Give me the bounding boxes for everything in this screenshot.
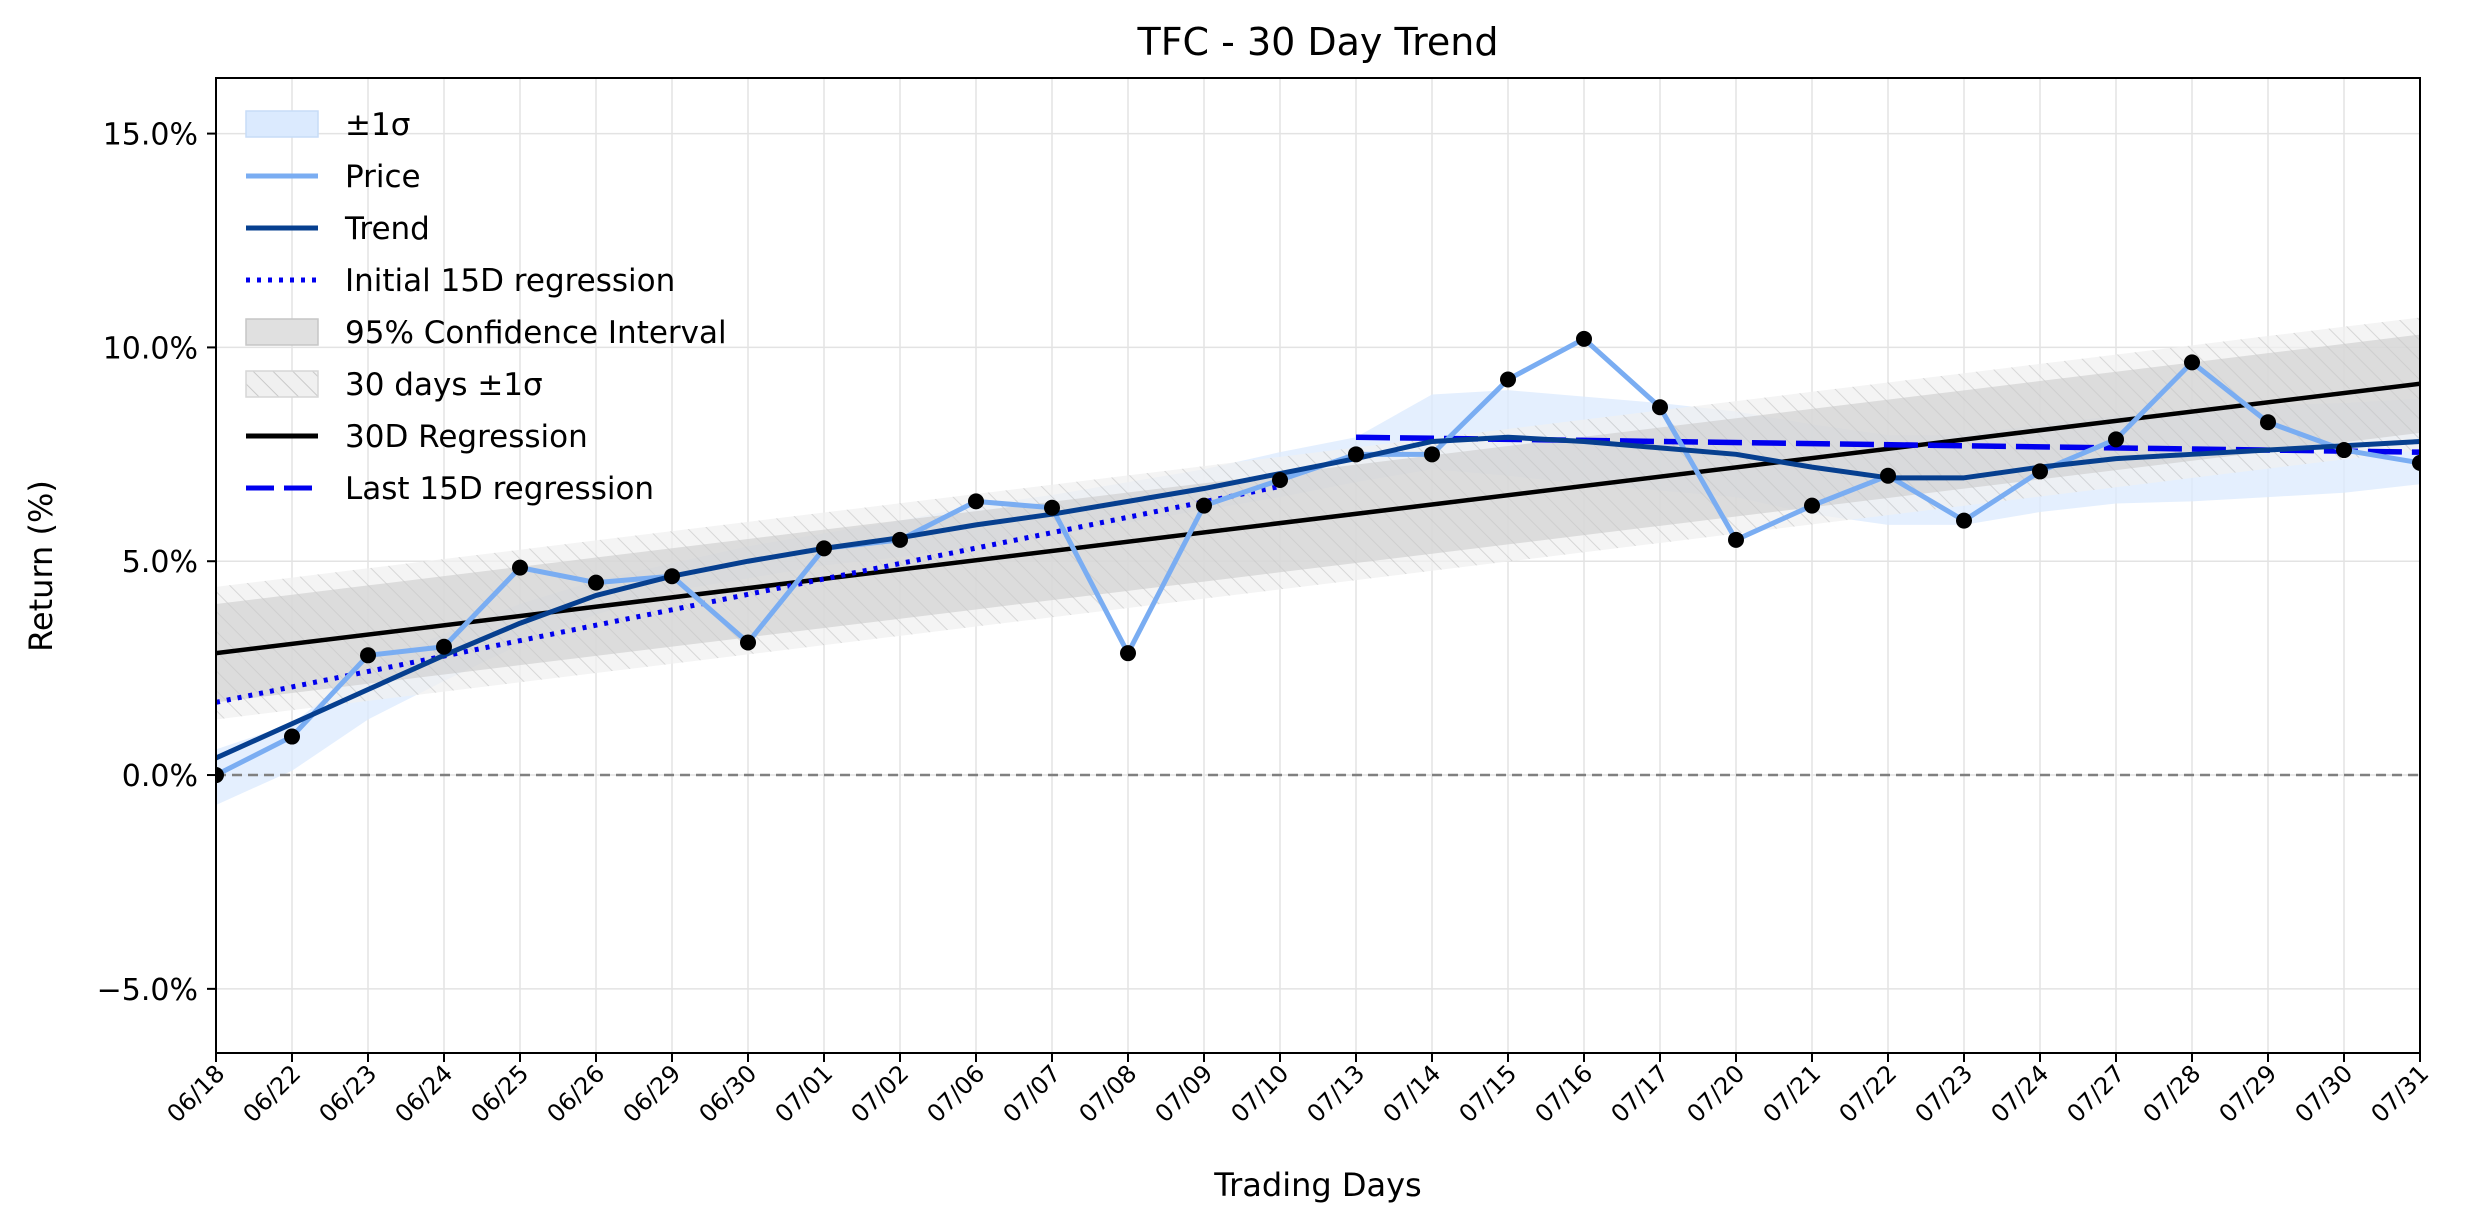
x-tick-label: 07/09 (1150, 1059, 1219, 1128)
chart-legend: ±1σ Price Trend Initial 15D regression 95% C… (245, 107, 727, 507)
price-point (2184, 354, 2200, 371)
regression-30d-line (216, 381, 2420, 656)
chart-title: TFC - 30 Day Trend (1136, 20, 1498, 64)
legend-confidence-swatch (245, 318, 319, 346)
price-point (892, 531, 908, 548)
x-tick-label: 07/24 (1986, 1059, 2055, 1128)
price-point (436, 638, 452, 655)
price-point (816, 540, 832, 557)
legend-label: 30D Regression (345, 419, 588, 455)
x-tick-label: 06/23 (314, 1059, 383, 1128)
x-tick-label: 07/07 (998, 1059, 1067, 1128)
price-point (1196, 497, 1212, 514)
x-tick-label: 07/06 (922, 1059, 991, 1128)
price-point (1424, 446, 1440, 463)
y-tick-label: 0.0% (122, 759, 198, 794)
x-tick-label: 07/27 (2062, 1059, 2131, 1128)
x-tick-label: 07/17 (1606, 1059, 1675, 1128)
y-axis: −5.0% 0.0% 5.0% 10.0% 15.0% (97, 118, 216, 1008)
price-point (216, 767, 224, 784)
x-tick-label: 07/29 (2214, 1059, 2283, 1128)
x-tick-label: 07/13 (1302, 1059, 1371, 1128)
x-tick-label: 07/21 (1758, 1059, 1827, 1128)
price-point (1576, 330, 1592, 347)
legend-label: Initial 15D regression (345, 263, 675, 299)
x-tick-label: 06/30 (694, 1059, 763, 1128)
x-tick-label: 06/26 (542, 1059, 611, 1128)
price-point (512, 559, 528, 576)
price-point (1804, 497, 1820, 514)
y-tick-label: −5.0% (97, 973, 198, 1008)
x-tick-label: 07/15 (1454, 1059, 1523, 1128)
price-point (2412, 454, 2420, 471)
y-tick-label: 15.0% (103, 118, 198, 153)
legend-label: 30 days ±1σ (345, 367, 543, 403)
x-tick-label: 06/24 (390, 1059, 459, 1128)
price-point (2336, 442, 2352, 459)
price-point (360, 647, 376, 664)
legend-thirty-day-sigma-swatch (245, 370, 319, 398)
x-tick-label: 07/14 (1378, 1059, 1447, 1128)
x-tick-label: 07/30 (2290, 1059, 2359, 1128)
price-point (1956, 512, 1972, 529)
x-tick-label: 07/10 (1226, 1059, 1295, 1128)
price-point (968, 493, 984, 510)
price-point (1348, 446, 1364, 463)
x-tick-label: 07/01 (770, 1059, 839, 1128)
x-tick-label: 07/08 (1074, 1059, 1143, 1128)
x-tick-label: 07/23 (1910, 1059, 1979, 1128)
legend-label: Last 15D regression (345, 471, 654, 507)
legend-label: Trend (344, 211, 430, 247)
price-point (1044, 499, 1060, 516)
price-point (1652, 399, 1668, 416)
x-tick-label: 06/29 (618, 1059, 687, 1128)
legend-sigma-swatch (245, 110, 319, 138)
x-tick-label: 06/25 (466, 1059, 535, 1128)
y-tick-label: 10.0% (103, 331, 198, 366)
x-tick-label: 06/22 (238, 1059, 307, 1128)
price-point (588, 574, 604, 591)
y-axis-label: Return (%) (22, 480, 60, 652)
legend-label: ±1σ (345, 107, 410, 143)
x-axis-label: Trading Days (1213, 1166, 1421, 1204)
price-point (1728, 531, 1744, 548)
x-axis: 06/18 06/22 06/23 06/24 06/25 06/26 06/29 06/30… (162, 1053, 2435, 1128)
price-point (1880, 467, 1896, 484)
x-tick-label: 07/16 (1530, 1059, 1599, 1128)
trend-line (216, 434, 2420, 761)
x-tick-label: 06/18 (162, 1059, 231, 1128)
price-point (664, 568, 680, 585)
legend-label: Price (345, 159, 421, 195)
price-point (2108, 431, 2124, 448)
price-point (740, 634, 756, 651)
x-tick-label: 07/22 (1834, 1059, 1903, 1128)
x-tick-label: 07/20 (1682, 1059, 1751, 1128)
price-point (1120, 645, 1136, 662)
price-point (2260, 414, 2276, 431)
x-tick-label: 07/28 (2138, 1059, 2207, 1128)
price-point (284, 728, 300, 745)
initial-15d-regression-line (216, 483, 1281, 705)
price-point (1500, 371, 1516, 388)
y-tick-label: 5.0% (122, 545, 198, 580)
price-point (2032, 463, 2048, 480)
x-tick-label: 07/31 (2366, 1059, 2435, 1128)
legend-label: 95% Confidence Interval (345, 315, 727, 351)
x-tick-label: 07/02 (846, 1059, 915, 1128)
price-point (1272, 471, 1288, 488)
plot-frame (215, 77, 2421, 1054)
